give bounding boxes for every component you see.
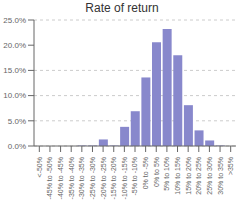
- svg-text:0.0%: 0.0%: [8, 142, 26, 151]
- svg-text:-30% to -35%: -30% to -35%: [78, 157, 85, 199]
- svg-text:-35% to -40%: -35% to -40%: [68, 157, 75, 199]
- html-text:Rate of return: Rate of return: [85, 1, 159, 15]
- svg-text:30% to 35%: 30% to 35%: [217, 157, 224, 195]
- svg-text:15.0%: 15.0%: [8, 66, 26, 75]
- svg-text:<-50%: <-50%: [36, 157, 43, 177]
- svg-text:10.0%: 10.0%: [8, 91, 26, 100]
- svg-text:-40% to -45%: -40% to -45%: [57, 157, 64, 199]
- svg-text:-20% to -25%: -20% to -25%: [100, 157, 107, 199]
- svg-text:-5% to -10%: -5% to -10%: [131, 157, 138, 196]
- svg-text:-10% to -15%: -10% to -15%: [121, 157, 128, 199]
- svg-text:20.0%: 20.0%: [8, 41, 26, 50]
- svg-text:5% to 10%: 5% to 10%: [163, 157, 170, 191]
- svg-text:10% to 15%: 10% to 15%: [174, 157, 181, 195]
- svg-text:-15% to -20%: -15% to -20%: [110, 157, 117, 199]
- svg-text:15% to 20%: 15% to 20%: [185, 157, 192, 195]
- svg-text:-45% to -50%: -45% to -50%: [46, 157, 53, 199]
- svg-text:20% to 25%: 20% to 25%: [195, 157, 202, 195]
- svg-text:>35%: >35%: [227, 157, 234, 175]
- svg-text:25.0%: 25.0%: [8, 16, 26, 25]
- svg-text:0% to 5%: 0% to 5%: [153, 157, 160, 187]
- svg-text:25% to 30%: 25% to 30%: [206, 157, 213, 195]
- svg-text:0% to -5%: 0% to -5%: [142, 157, 149, 189]
- svg-text:-25% to -30%: -25% to -30%: [89, 157, 96, 199]
- svg-text:5.0%: 5.0%: [8, 117, 26, 126]
